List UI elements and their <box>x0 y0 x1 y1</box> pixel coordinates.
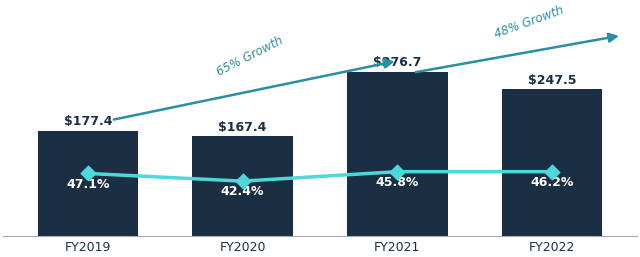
Bar <box>193 136 293 236</box>
Text: 42.4%: 42.4% <box>221 185 264 198</box>
Point <box>392 170 403 174</box>
Bar <box>347 72 447 236</box>
Text: 45.8%: 45.8% <box>376 176 419 189</box>
Text: 47.1%: 47.1% <box>66 178 109 191</box>
Bar <box>38 131 138 236</box>
Text: $247.5: $247.5 <box>528 74 577 87</box>
Point <box>547 170 557 174</box>
Point <box>83 171 93 176</box>
Text: $167.4: $167.4 <box>218 121 267 134</box>
Text: $276.7: $276.7 <box>373 56 422 69</box>
Bar <box>502 89 602 236</box>
Point <box>237 179 248 183</box>
Text: 65% Growth: 65% Growth <box>215 34 286 79</box>
Text: $177.4: $177.4 <box>63 115 112 128</box>
Text: 48% Growth: 48% Growth <box>492 4 565 41</box>
Text: 46.2%: 46.2% <box>531 176 574 189</box>
